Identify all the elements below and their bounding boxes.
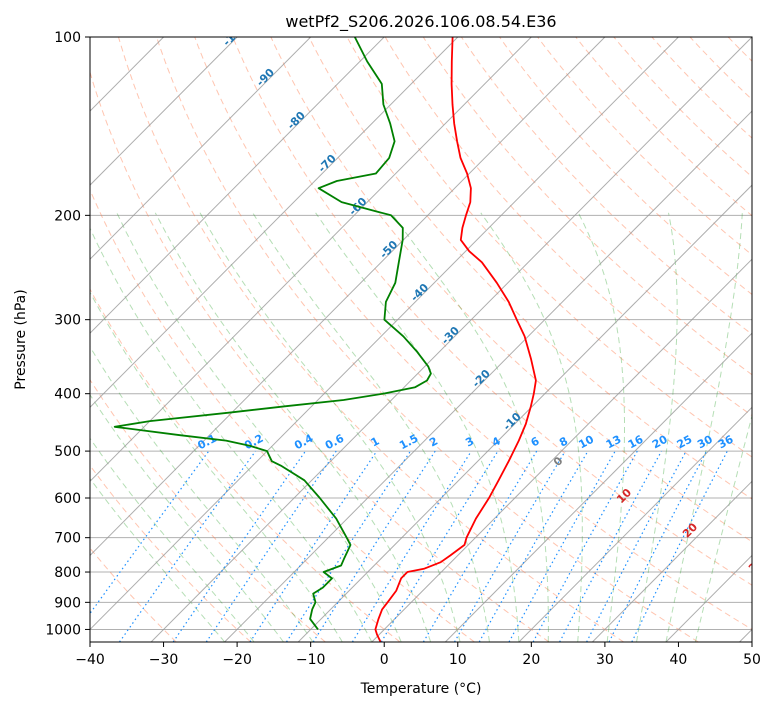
isotherm: [90, 37, 679, 631]
isotherm: [444, 332, 752, 642]
chart-title: wetPf2_S206.2026.106.08.54.E36: [285, 12, 556, 32]
mixing-ratio-line: [119, 450, 256, 642]
dry-adiabat: [90, 188, 475, 642]
x-tick-label: −40: [75, 652, 105, 668]
mixing-ratio-line: [312, 450, 436, 642]
isotherm: [90, 37, 385, 334]
isotherm: [90, 37, 238, 186]
moist-adiabat-label: 30: [746, 555, 766, 575]
moist-adiabat: [577, 212, 625, 642]
moist-adiabat: [636, 212, 678, 642]
y-tick-label: 400: [54, 387, 81, 403]
dry-adiabat: [613, 37, 752, 178]
y-tick-label: 500: [54, 444, 81, 460]
moist-adiabat: [90, 345, 314, 642]
dry-adiabat: [422, 37, 752, 376]
dry-adiabat: [90, 464, 252, 642]
mixing-ratio-label: 25: [675, 433, 695, 452]
dry-adiabat: [460, 37, 752, 335]
mixing-ratio-label: 10: [576, 433, 596, 452]
y-tick-label: 100: [54, 30, 81, 46]
moist-adiabat: [154, 212, 432, 642]
mixing-ratio-line: [422, 450, 538, 642]
mixing-ratio-label: 36: [716, 433, 736, 452]
x-tick-label: 50: [743, 652, 761, 668]
mixing-ratio-line: [380, 450, 499, 642]
plot-background: [90, 37, 752, 642]
dry-adiabat: [575, 37, 752, 217]
mixing-ratio-line: [249, 450, 378, 642]
isotherm: [371, 258, 752, 642]
isotherm: [90, 37, 606, 557]
isotherm-label: -100: [220, 20, 249, 49]
isotherm: [297, 184, 752, 642]
y-tick-label: 900: [54, 595, 81, 611]
moist-adiabat: [116, 212, 402, 642]
dry-adiabat: [156, 37, 699, 642]
isotherm: [90, 37, 312, 260]
x-tick-label: 30: [596, 652, 614, 668]
isotherm: [90, 37, 532, 483]
x-tick-label: −30: [149, 652, 179, 668]
axes: −40 −30 −20 −10 0 10 20 30 40 50 1000 900 800 700 600 5…: [45, 30, 761, 668]
moist-adiabat: [90, 477, 225, 642]
x-tick-label: 20: [522, 652, 540, 668]
y-tick-label: 200: [54, 208, 81, 224]
temperature-profile: [374, 37, 537, 642]
moist-adiabat: [390, 212, 549, 642]
dry-adiabat: [766, 37, 775, 642]
plot-frame: [89, 36, 753, 643]
y-tick-label: 1000: [45, 622, 81, 638]
mixing-ratio-label: 16: [626, 433, 646, 452]
mixing-ratio-line: [285, 450, 411, 642]
y-tick-label: 700: [54, 531, 81, 547]
dry-adiabat: [308, 37, 752, 500]
y-tick-label: 600: [54, 491, 81, 507]
dry-adiabat: [384, 37, 752, 417]
mixing-ratio-line: [205, 450, 337, 642]
x-axis-label: Temperature (°C): [360, 681, 482, 697]
dry-adiabat: [232, 37, 752, 586]
moist-adiabat: [199, 212, 461, 642]
isotherm: [518, 406, 752, 642]
moist-adiabat: [252, 212, 490, 642]
mixing-ratio-line: [559, 450, 663, 642]
x-tick-label: 10: [449, 652, 467, 668]
moist-adiabat: [90, 291, 343, 642]
mixing-ratio-label: 13: [604, 433, 624, 452]
dewpoint-profile: [113, 37, 432, 630]
mixing-ratio-line: [532, 450, 638, 642]
x-tick-label: −10: [296, 652, 326, 668]
moist-adiabat: [90, 227, 373, 642]
moist-adiabat: [90, 393, 284, 642]
dry-adiabat: [270, 37, 752, 543]
mixing-ratio-line: [453, 450, 566, 642]
x-tick-label: 0: [380, 652, 389, 668]
dry-adiabat: [90, 70, 550, 642]
moist-adiabat: [90, 437, 255, 642]
y-tick-label: 300: [54, 313, 81, 329]
isotherm: [150, 37, 752, 642]
y-axis-label: Pressure (hPa): [13, 289, 29, 389]
isotherm: [90, 37, 459, 409]
dry-adiabat: [90, 288, 401, 642]
mixing-ratio-line: [172, 450, 306, 642]
mixing-ratio-label: 30: [695, 433, 715, 452]
x-tick-label: −20: [222, 652, 252, 668]
mixing-ratio-label: 20: [650, 433, 670, 452]
y-tick-label: 800: [54, 565, 81, 581]
isotherm: [592, 480, 752, 642]
mixing-ratio-line: [351, 450, 472, 642]
x-tick-label: 40: [670, 652, 688, 668]
mixing-ratio-line: [631, 450, 728, 642]
dry-adiabat: [346, 37, 752, 458]
moist-adiabat: [480, 212, 583, 642]
plot-area: 0.1 0.2 0.4 0.6 1 1.5 2 3 4 6 8 10 13 16 20 25 30 36-100-…: [90, 20, 775, 642]
